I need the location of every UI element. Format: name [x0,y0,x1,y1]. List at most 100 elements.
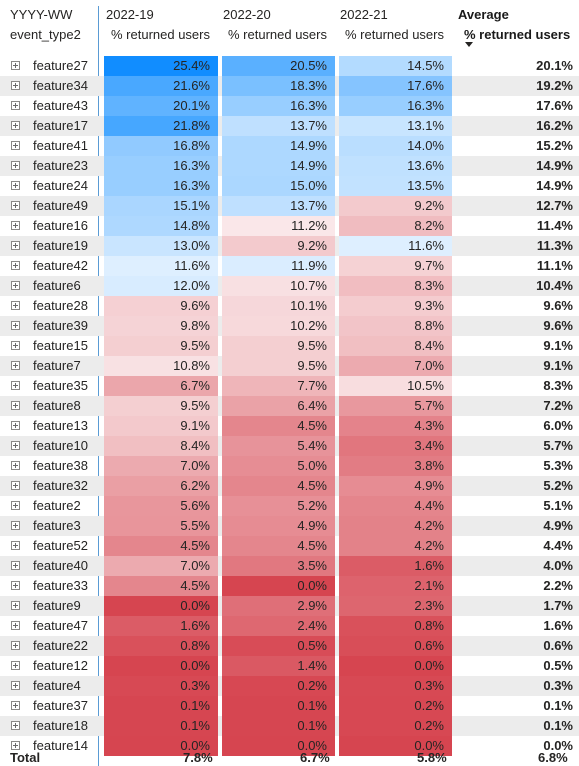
value-cell[interactable]: 5.0% [222,456,335,476]
expand-plus-icon[interactable] [11,301,20,310]
average-cell[interactable]: 0.6% [543,638,573,653]
row-label[interactable]: feature22 [33,638,88,653]
column-field-header[interactable]: event_type2 [10,27,81,42]
row-label[interactable]: feature24 [33,178,88,193]
value-cell[interactable]: 2.4% [222,616,335,636]
row-label[interactable]: feature12 [33,658,88,673]
expand-plus-icon[interactable] [11,141,20,150]
value-cell[interactable]: 3.5% [222,556,335,576]
expand-plus-icon[interactable] [11,721,20,730]
average-cell[interactable]: 9.1% [543,338,573,353]
average-cell[interactable]: 5.7% [543,438,573,453]
value-cell[interactable]: 0.2% [339,696,452,716]
value-cell[interactable]: 7.0% [104,456,218,476]
value-cell[interactable]: 14.8% [104,216,218,236]
row-label[interactable]: feature28 [33,298,88,313]
value-cell[interactable]: 2.1% [339,576,452,596]
row-label[interactable]: feature39 [33,318,88,333]
row-label[interactable]: feature42 [33,258,88,273]
expand-plus-icon[interactable] [11,541,20,550]
expand-plus-icon[interactable] [11,481,20,490]
value-cell[interactable]: 7.0% [339,356,452,376]
expand-plus-icon[interactable] [11,501,20,510]
table-row[interactable]: feature6 12.0% 10.7% 8.3% 10.4% [0,276,579,296]
expand-plus-icon[interactable] [11,701,20,710]
row-label[interactable]: feature16 [33,218,88,233]
row-label[interactable]: feature38 [33,458,88,473]
value-cell[interactable]: 15.0% [222,176,335,196]
value-cell[interactable]: 4.5% [222,416,335,436]
table-row[interactable]: feature41 16.8% 14.9% 14.0% 15.2% [0,136,579,156]
value-cell[interactable]: 21.6% [104,76,218,96]
average-cell[interactable]: 17.6% [536,98,573,113]
expand-plus-icon[interactable] [11,741,20,750]
table-row[interactable]: feature16 14.8% 11.2% 8.2% 11.4% [0,216,579,236]
value-cell[interactable]: 9.2% [339,196,452,216]
value-cell[interactable]: 4.5% [222,536,335,556]
table-row[interactable]: feature19 13.0% 9.2% 11.6% 11.3% [0,236,579,256]
average-cell[interactable]: 11.4% [536,218,573,233]
table-row[interactable]: feature49 15.1% 13.7% 9.2% 12.7% [0,196,579,216]
expand-plus-icon[interactable] [11,581,20,590]
value-cell[interactable]: 9.2% [222,236,335,256]
value-cell[interactable]: 4.5% [222,476,335,496]
average-cell[interactable]: 15.2% [536,138,573,153]
table-row[interactable]: feature2 5.6% 5.2% 4.4% 5.1% [0,496,579,516]
value-cell[interactable]: 6.2% [104,476,218,496]
table-row[interactable]: feature15 9.5% 9.5% 8.4% 9.1% [0,336,579,356]
value-cell[interactable]: 9.7% [339,256,452,276]
value-cell[interactable]: 8.3% [339,276,452,296]
average-cell[interactable]: 1.6% [543,618,573,633]
value-cell[interactable]: 5.6% [104,496,218,516]
table-row[interactable]: feature23 16.3% 14.9% 13.6% 14.9% [0,156,579,176]
expand-plus-icon[interactable] [11,181,20,190]
value-cell[interactable]: 13.7% [222,196,335,216]
average-column-title[interactable]: Average [458,7,509,22]
expand-plus-icon[interactable] [11,201,20,210]
expand-plus-icon[interactable] [11,601,20,610]
value-cell[interactable]: 9.5% [104,336,218,356]
table-row[interactable]: feature42 11.6% 11.9% 9.7% 11.1% [0,256,579,276]
value-cell[interactable]: 11.6% [104,256,218,276]
value-cell[interactable]: 5.2% [222,496,335,516]
value-cell[interactable]: 13.6% [339,156,452,176]
value-cell[interactable]: 11.9% [222,256,335,276]
expand-plus-icon[interactable] [11,381,20,390]
average-cell[interactable]: 10.4% [536,278,573,293]
table-row[interactable]: feature9 0.0% 2.9% 2.3% 1.7% [0,596,579,616]
value-cell[interactable]: 7.7% [222,376,335,396]
average-cell[interactable]: 0.1% [543,718,573,733]
value-cell[interactable]: 18.3% [222,76,335,96]
value-cell[interactable]: 25.4% [104,56,218,76]
column-period-2022-20[interactable]: 2022-20 [223,7,271,22]
value-cell[interactable]: 11.2% [222,216,335,236]
row-label[interactable]: feature2 [33,498,81,513]
average-cell[interactable]: 19.2% [536,78,573,93]
value-cell[interactable]: 0.0% [339,736,452,756]
expand-plus-icon[interactable] [11,421,20,430]
value-cell[interactable]: 0.2% [222,676,335,696]
value-cell[interactable]: 2.9% [222,596,335,616]
value-cell[interactable]: 21.8% [104,116,218,136]
expand-plus-icon[interactable] [11,321,20,330]
value-cell[interactable]: 0.5% [222,636,335,656]
value-cell[interactable]: 8.2% [339,216,452,236]
average-cell[interactable]: 2.2% [543,578,573,593]
value-cell[interactable]: 4.9% [222,516,335,536]
expand-plus-icon[interactable] [11,361,20,370]
value-cell[interactable]: 9.1% [104,416,218,436]
average-cell[interactable]: 0.5% [543,658,573,673]
expand-plus-icon[interactable] [11,461,20,470]
value-cell[interactable]: 0.8% [339,616,452,636]
value-cell[interactable]: 0.1% [104,716,218,736]
value-cell[interactable]: 1.6% [104,616,218,636]
value-cell[interactable]: 2.3% [339,596,452,616]
sort-descending-icon[interactable] [465,42,473,47]
average-cell[interactable]: 4.4% [543,538,573,553]
value-cell[interactable]: 0.0% [222,576,335,596]
value-cell[interactable]: 4.2% [339,536,452,556]
value-cell[interactable]: 9.3% [339,296,452,316]
value-cell[interactable]: 9.5% [104,396,218,416]
table-row[interactable]: feature17 21.8% 13.7% 13.1% 16.2% [0,116,579,136]
row-label[interactable]: feature17 [33,118,88,133]
